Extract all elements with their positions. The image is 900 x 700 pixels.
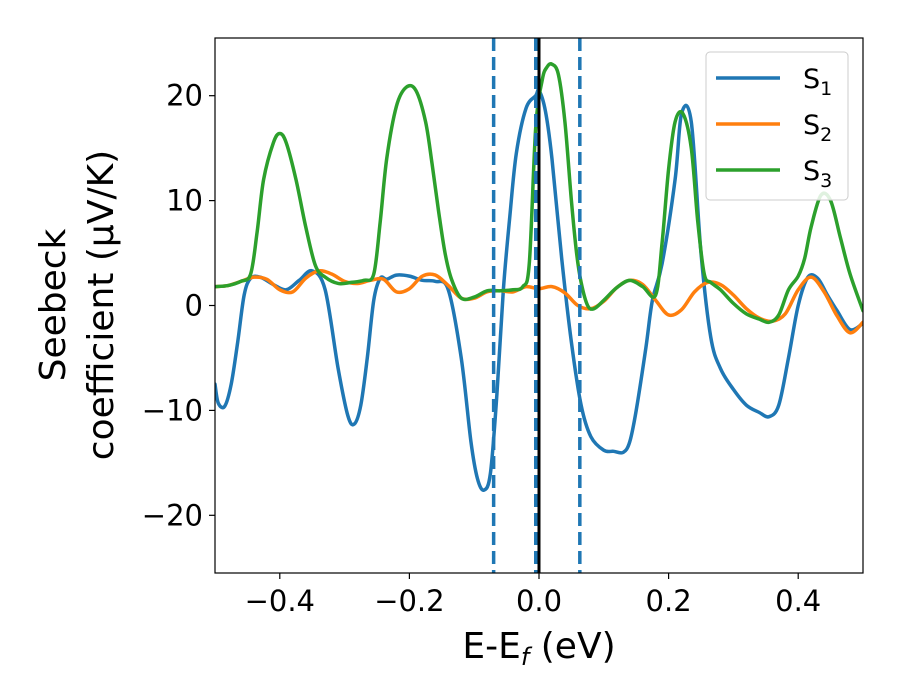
y-axis-title-line1: Seebeck xyxy=(33,228,74,381)
x-axis-title: E-Ef (eV) xyxy=(462,626,615,671)
reference-lines xyxy=(491,38,582,573)
legend: S1 S2 S3 xyxy=(705,51,849,201)
series-line-s1 xyxy=(215,87,863,492)
x-tick-label: −0.2 xyxy=(374,584,444,618)
x-tick-label: 0.2 xyxy=(646,584,692,618)
x-tick-label: −0.4 xyxy=(245,584,315,618)
y-tick-label: −10 xyxy=(142,393,203,427)
legend-box xyxy=(705,51,849,201)
y-tick-label: 20 xyxy=(166,79,203,113)
y-tick-label: −20 xyxy=(142,498,203,532)
x-axis-ticks: −0.4 −0.2 0.0 0.2 0.4 xyxy=(245,573,821,618)
series-line-s3 xyxy=(215,62,863,325)
y-axis-ticks: −20 −10 0 10 20 xyxy=(142,79,215,532)
y-tick-label: 10 xyxy=(166,184,203,218)
legend-label-s2: S2 xyxy=(803,110,832,146)
legend-label-s3: S3 xyxy=(803,156,832,192)
x-tick-label: 0.0 xyxy=(516,584,562,618)
x-tick-label: 0.4 xyxy=(775,584,821,618)
y-axis-title: Seebeck coefficient (μV/K) xyxy=(33,150,122,460)
y-axis-title-line2: coefficient (μV/K) xyxy=(81,150,122,460)
y-tick-label: 0 xyxy=(185,289,203,323)
legend-label-s1: S1 xyxy=(803,64,832,100)
